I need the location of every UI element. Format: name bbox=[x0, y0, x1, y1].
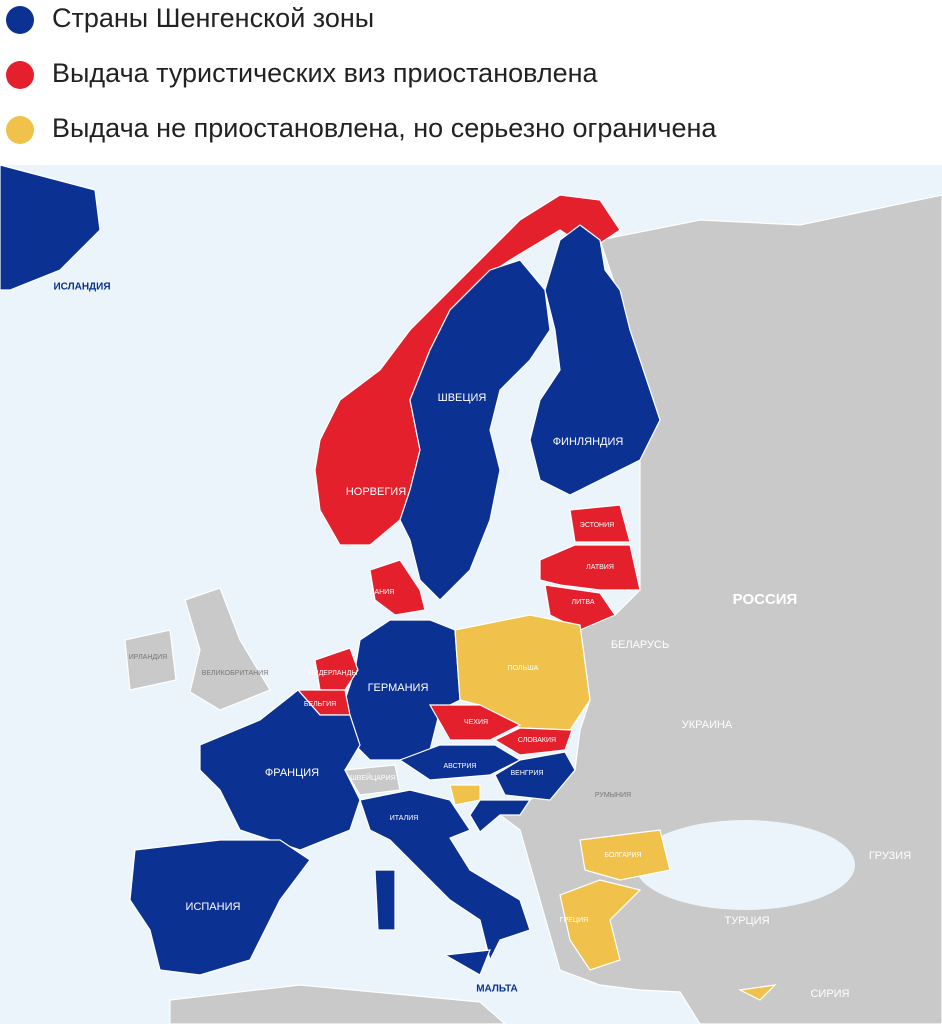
latvia bbox=[539, 544, 641, 591]
finland bbox=[529, 224, 661, 496]
hungary bbox=[494, 751, 576, 801]
denmark bbox=[369, 559, 426, 616]
eastern-land bbox=[498, 194, 942, 1024]
legend-label: Выдача не приостановлена, но серьезно ог… bbox=[52, 113, 717, 143]
country-label: РУМЫНИЯ bbox=[595, 792, 631, 799]
cyprus bbox=[738, 984, 777, 1001]
country-label: ЭСТОНИЯ bbox=[580, 522, 614, 529]
country-label: СЛОВАКИЯ bbox=[518, 737, 556, 744]
greece bbox=[559, 879, 642, 971]
switzerland bbox=[343, 764, 401, 796]
country-label: ИТАЛИЯ bbox=[390, 815, 419, 822]
country-label: ФИНЛЯНДИЯ bbox=[553, 436, 624, 448]
country-label: ГЕРМАНИЯ bbox=[368, 682, 429, 694]
country-label: ТУРЦИЯ bbox=[724, 915, 769, 927]
uk bbox=[184, 587, 271, 711]
country-label: БЕЛАРУСЬ bbox=[611, 639, 669, 651]
netherlands bbox=[314, 647, 359, 691]
croatia bbox=[469, 799, 532, 833]
country-label: ГРЕЦИЯ bbox=[560, 917, 588, 924]
estonia bbox=[569, 504, 631, 543]
italy bbox=[359, 789, 531, 962]
country-label: ИСПАНИЯ bbox=[186, 901, 241, 913]
country-label: ДАНИЯ bbox=[370, 589, 395, 596]
map bbox=[0, 164, 942, 1024]
legend-marker bbox=[6, 6, 34, 34]
country-label: ЧЕХИЯ bbox=[464, 719, 488, 726]
africa bbox=[169, 984, 506, 1024]
legend-marker bbox=[6, 61, 34, 89]
country-label: ФРАНЦИЯ bbox=[265, 767, 319, 779]
country-label: ВЕЛИКОБРИТАНИЯ bbox=[202, 670, 269, 677]
iceland bbox=[0, 164, 101, 291]
legend-marker bbox=[6, 116, 34, 144]
norway bbox=[314, 194, 621, 546]
country-label: НИДЕРЛАНДЫ bbox=[308, 670, 357, 677]
country-label: ПОЛЬША bbox=[508, 665, 539, 672]
country-label: ГРУЗИЯ bbox=[869, 850, 911, 862]
lithuania bbox=[544, 584, 616, 631]
black-sea bbox=[635, 820, 855, 910]
legend-label: Выдача туристических виз приостановлена bbox=[52, 58, 599, 88]
labels: ИСЛАНДИЯ ШВЕЦИЯ ФИНЛЯНДИЯ НОРВЕГИЯ ЭСТОН… bbox=[53, 282, 911, 1000]
country-label: БОЛГАРИЯ bbox=[604, 852, 641, 859]
ireland bbox=[124, 629, 177, 691]
country-label: БЕЛЬГИЯ bbox=[304, 701, 336, 708]
czechia bbox=[428, 704, 522, 741]
sardinia bbox=[374, 869, 396, 931]
sweden bbox=[399, 259, 551, 601]
country-label: СИРИЯ bbox=[810, 988, 849, 1000]
country-label: ШВЕЦИЯ bbox=[438, 392, 487, 404]
sicily bbox=[443, 949, 491, 976]
country-label: ВЕНГРИЯ bbox=[511, 770, 544, 777]
legend: Страны Шенгенской зоны Выдача туристическ… bbox=[6, 3, 717, 144]
france bbox=[199, 689, 361, 851]
bulgaria bbox=[579, 829, 671, 881]
spain bbox=[129, 839, 311, 976]
legend-label: Страны Шенгенской зоны bbox=[52, 3, 374, 33]
country-label: ИРЛАНДИЯ bbox=[129, 654, 167, 661]
country-label: АВСТРИЯ bbox=[444, 763, 477, 770]
country-label: ЛИТВА bbox=[571, 599, 594, 606]
country-label: ШВЕЙЦАРИЯ bbox=[350, 773, 395, 782]
country-label: ЛАТВИЯ bbox=[586, 564, 614, 571]
country-label: УКРАИНА bbox=[682, 719, 733, 731]
country-label: ИСЛАНДИЯ bbox=[53, 282, 110, 293]
country-label: РОССИЯ bbox=[733, 591, 798, 608]
country-label: МАЛЬТА bbox=[476, 984, 518, 995]
slovakia bbox=[493, 727, 573, 756]
country-label: НОРВЕГИЯ bbox=[346, 486, 406, 498]
